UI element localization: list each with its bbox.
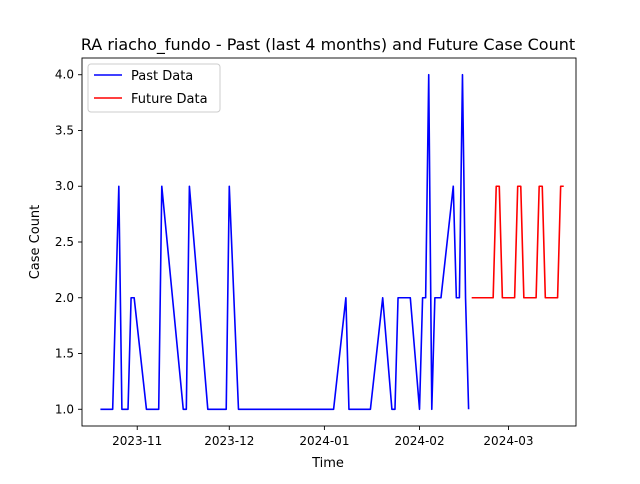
x-tick-label: 2023-12 [204, 434, 254, 448]
x-axis-label: Time [311, 456, 344, 471]
y-tick-label: 1.5 [55, 347, 74, 361]
x-tick-label: 2023-11 [112, 434, 162, 448]
legend-box [87, 63, 221, 113]
x-tick-label: 2024-03 [483, 434, 533, 448]
y-tick-label: 3.5 [55, 123, 74, 137]
x-tick-label: 2024-01 [299, 434, 349, 448]
y-tick-label: 4.0 [55, 68, 74, 82]
y-axis-ticks: 1.0 1.5 2.0 2.5 3.0 3.5 4.0 [55, 68, 82, 416]
series-line-past-data [100, 73, 470, 411]
legend: Past Data Future Data [87, 63, 221, 113]
x-axis-ticks: 2023-11 2023-12 2024-01 2024-02 2024-03 [112, 426, 534, 448]
x-tick-label: 2024-02 [394, 434, 444, 448]
plot-lines [100, 73, 564, 411]
y-axis-label: Case Count [28, 205, 43, 280]
series-line-future-data [471, 185, 564, 299]
y-tick-label: 2.5 [55, 235, 74, 249]
y-tick-label: 1.0 [55, 402, 74, 416]
y-tick-label: 2.0 [55, 291, 74, 305]
legend-label-past: Past Data [131, 69, 193, 84]
legend-label-future: Future Data [131, 92, 208, 107]
y-tick-label: 3.0 [55, 179, 74, 193]
chart-title: RA riacho_fundo - Past (last 4 months) a… [81, 35, 575, 55]
